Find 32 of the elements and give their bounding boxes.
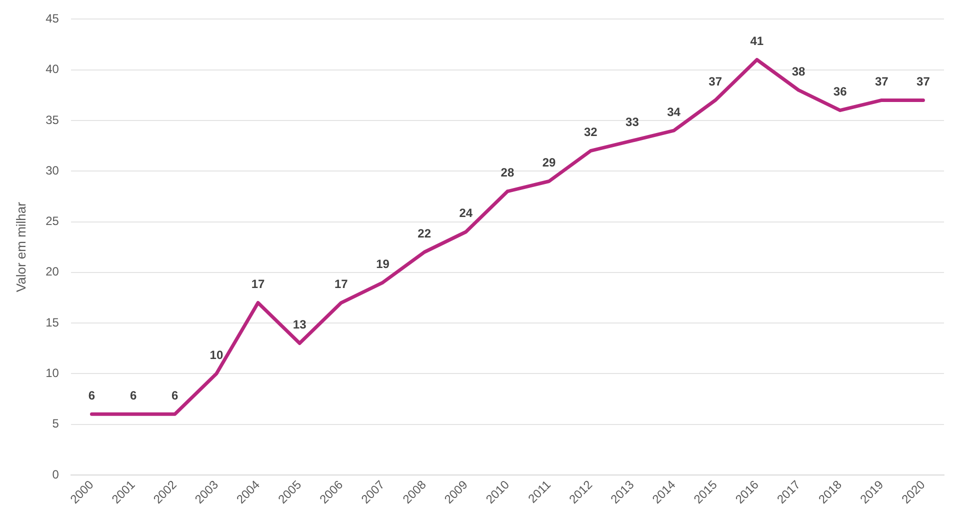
y-tick-label: 45	[46, 12, 60, 26]
y-tick-label: 5	[52, 416, 60, 431]
data-label: 29	[542, 156, 556, 170]
data-label: 17	[334, 277, 348, 292]
data-label: 37	[916, 74, 930, 89]
data-label: 37	[874, 74, 889, 89]
y-tick-label: 25	[46, 214, 60, 228]
data-label: 17	[251, 277, 266, 292]
data-label: 37	[708, 74, 722, 89]
data-label: 34	[667, 104, 681, 119]
y-tick-label: 30	[46, 163, 60, 178]
data-label: 38	[792, 64, 806, 78]
y-tick-label: 15	[46, 315, 60, 330]
data-label: 33	[626, 115, 640, 130]
y-tick-label: 10	[46, 366, 60, 380]
data-label: 6	[130, 388, 137, 402]
data-label: 13	[292, 318, 307, 332]
y-tick-label: 0	[52, 467, 60, 482]
data-label: 22	[418, 226, 432, 240]
data-label: 19	[376, 256, 390, 271]
data-label: 36	[833, 84, 848, 99]
y-tick-label: 35	[46, 112, 60, 127]
data-label: 6	[88, 388, 96, 402]
data-label: 32	[584, 125, 598, 140]
data-label: 6	[172, 388, 179, 402]
data-label: 24	[459, 206, 473, 220]
y-tick-label: 40	[46, 62, 60, 76]
data-label: 28	[500, 166, 514, 180]
data-label: 41	[750, 34, 764, 48]
y-tick-label: 20	[46, 264, 60, 279]
data-label: 10	[210, 348, 224, 362]
y-axis-title: Valor em milhar	[13, 201, 28, 292]
